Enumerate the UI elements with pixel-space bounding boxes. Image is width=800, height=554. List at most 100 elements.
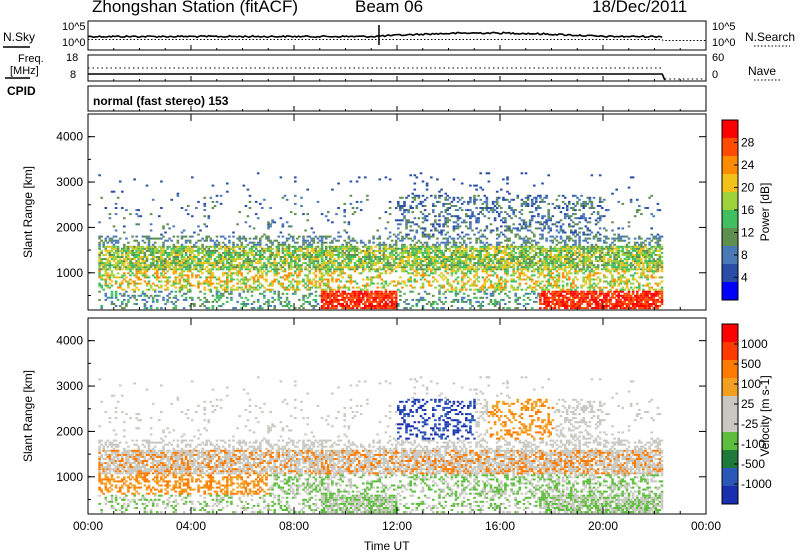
- power-cell: [522, 227, 526, 230]
- power-cell: [430, 272, 433, 275]
- power-cell: [273, 254, 276, 256]
- power-cell: [209, 239, 213, 242]
- power-cell: [563, 305, 567, 307]
- power-cell: [518, 262, 522, 265]
- power-cell: [133, 294, 136, 297]
- power-cell: [446, 260, 449, 263]
- power-cell: [355, 254, 359, 256]
- power-cell: [135, 262, 138, 265]
- power-cell: [160, 254, 163, 256]
- power-cell: [252, 227, 256, 230]
- power-cell: [405, 219, 408, 222]
- power-cell: [421, 205, 425, 207]
- power-cell: [565, 274, 569, 277]
- power-cell: [491, 270, 495, 273]
- power-cell: [483, 270, 487, 273]
- power-cell: [327, 278, 330, 281]
- power-cell: [110, 239, 114, 242]
- power-cell: [392, 284, 396, 287]
- power-cell: [450, 300, 454, 303]
- power-cell: [158, 264, 161, 267]
- power-cell: [143, 251, 147, 254]
- power-cell: [127, 241, 130, 244]
- power-cell: [327, 211, 330, 214]
- power-cell: [104, 266, 108, 269]
- power-cell: [475, 247, 478, 250]
- power-cell: [259, 251, 262, 254]
- power-cell: [141, 235, 145, 238]
- power-cell: [460, 298, 464, 301]
- power-cell: [452, 215, 456, 218]
- power-cell: [504, 278, 507, 281]
- power-cell: [329, 241, 332, 244]
- power-cell: [199, 305, 202, 307]
- power-cell: [465, 260, 468, 263]
- power-cell: [186, 288, 190, 291]
- power-cell: [508, 192, 511, 195]
- power-cell: [458, 225, 462, 228]
- power-cell: [454, 247, 458, 250]
- power-cell: [335, 300, 338, 303]
- power-cell: [207, 270, 211, 273]
- power-cell: [446, 217, 449, 220]
- power-cell: [448, 249, 452, 252]
- power-cell: [392, 247, 396, 250]
- power-cell: [327, 282, 330, 285]
- power-cell: [201, 268, 204, 271]
- power-cell: [347, 264, 351, 267]
- power-cell: [522, 272, 526, 275]
- power-cell: [139, 245, 143, 248]
- power-cell: [565, 278, 569, 281]
- power-cell: [335, 278, 338, 281]
- power-cell: [141, 249, 145, 252]
- power-cell: [209, 237, 213, 240]
- power-cell: [430, 262, 433, 265]
- power-cell: [378, 256, 382, 258]
- power-cell: [263, 270, 266, 273]
- power-cell: [127, 282, 130, 285]
- power-cell: [226, 300, 229, 303]
- power-cell: [98, 268, 101, 271]
- power-cell: [510, 229, 513, 232]
- power-cell: [318, 278, 322, 281]
- power-cell: [261, 307, 264, 310]
- power-cell: [267, 300, 270, 303]
- power-cell: [250, 294, 254, 297]
- power-cell: [495, 241, 499, 244]
- power-cell: [269, 266, 272, 269]
- power-cell: [162, 251, 165, 254]
- power-cell: [528, 266, 532, 269]
- power-cell: [123, 307, 126, 310]
- power-cell: [271, 219, 274, 222]
- power-cell: [343, 221, 346, 224]
- power-cell: [287, 288, 291, 291]
- power-cell: [508, 296, 511, 299]
- power-cell: [504, 292, 507, 295]
- power-cell: [269, 256, 272, 258]
- power-cell: [506, 280, 509, 283]
- power-cell: [528, 262, 532, 265]
- power-cell: [549, 270, 552, 273]
- power-cell: [215, 235, 219, 238]
- power-cell: [98, 284, 101, 287]
- power-cell: [267, 305, 270, 307]
- power-cell: [263, 233, 266, 236]
- power-cell: [341, 307, 344, 310]
- power-cell: [306, 256, 309, 258]
- power-cell: [341, 272, 344, 275]
- power-cell: [390, 245, 394, 248]
- power-cell: [541, 249, 544, 252]
- power-cell: [456, 280, 460, 283]
- power-cell: [491, 209, 495, 212]
- power-cell: [487, 258, 491, 261]
- power-cell: [559, 229, 563, 232]
- power-cell: [419, 211, 423, 214]
- power-cell: [541, 215, 544, 218]
- power-cell: [149, 266, 153, 269]
- power-cell: [162, 296, 165, 299]
- power-cell: [551, 292, 555, 295]
- power-cell: [106, 264, 110, 267]
- power-cell: [110, 272, 114, 275]
- power-cell: [343, 272, 346, 275]
- power-cell: [123, 243, 126, 246]
